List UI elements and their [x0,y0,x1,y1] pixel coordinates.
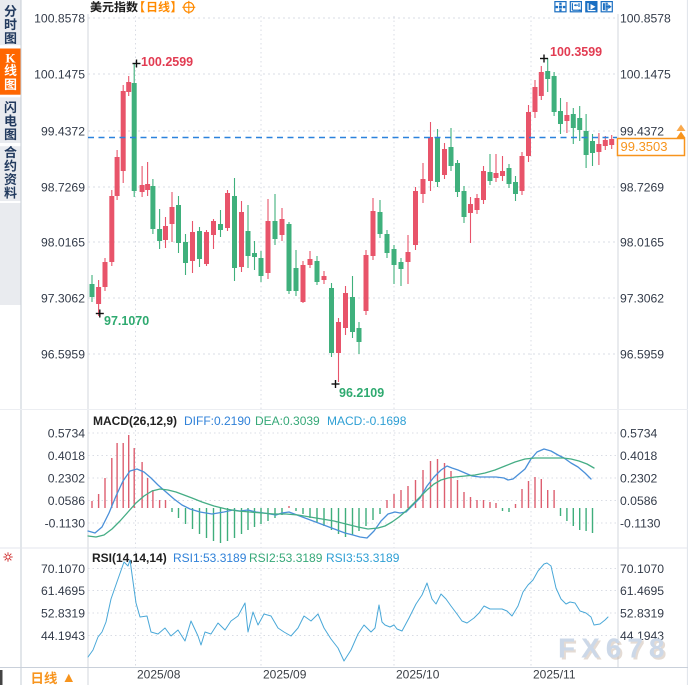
svg-text:0.0586: 0.0586 [620,494,657,508]
svg-text:0.4018: 0.4018 [620,449,657,463]
svg-text:0.0586: 0.0586 [48,494,85,508]
svg-text:100.3599: 100.3599 [550,45,602,59]
svg-text:52.8319: 52.8319 [41,607,85,621]
svg-text:97.3062: 97.3062 [41,292,85,306]
svg-text:70.1070: 70.1070 [41,562,85,576]
svg-text:DEA:0.3039: DEA:0.3039 [255,414,320,428]
svg-text:DIFF:0.2190: DIFF:0.2190 [184,414,251,428]
svg-text:96.5959: 96.5959 [41,348,85,362]
svg-text:100.1475: 100.1475 [620,68,671,82]
svg-text:44.1943: 44.1943 [41,629,85,643]
svg-text:52.8319: 52.8319 [620,607,664,621]
svg-text:98.7269: 98.7269 [620,181,664,195]
svg-text:70.1070: 70.1070 [620,562,664,576]
svg-text:97.1070: 97.1070 [104,314,149,328]
svg-text:61.4695: 61.4695 [620,584,664,598]
svg-text:2025/09: 2025/09 [263,668,307,682]
svg-text:-0.1130: -0.1130 [45,517,86,531]
svg-text:MACD(26,12,9): MACD(26,12,9) [93,414,177,428]
svg-text:K: K [5,51,16,66]
svg-text:0.5734: 0.5734 [48,427,85,441]
svg-text:44.1943: 44.1943 [620,629,664,643]
svg-text:2025/11: 2025/11 [533,668,576,682]
svg-text:MACD:-0.1698: MACD:-0.1698 [327,414,407,428]
svg-text:96.2109: 96.2109 [339,386,384,400]
svg-text:100.8578: 100.8578 [620,12,671,26]
svg-text:0.5734: 0.5734 [620,427,657,441]
svg-text:RSI2:53.3189: RSI2:53.3189 [249,551,323,565]
svg-text:2025/10: 2025/10 [396,668,440,682]
svg-text:100.8578: 100.8578 [34,12,85,26]
svg-text:99.3503: 99.3503 [621,139,668,154]
svg-text:98.7269: 98.7269 [41,181,85,195]
svg-text:0.2302: 0.2302 [620,472,657,486]
svg-text:RSI1:53.3189: RSI1:53.3189 [173,551,247,565]
svg-text:99.4372: 99.4372 [41,125,85,139]
svg-text:RSI(14,14,14): RSI(14,14,14) [92,551,167,565]
svg-text:98.0165: 98.0165 [41,236,85,250]
svg-text:99.4372: 99.4372 [620,125,664,139]
svg-text:0.2302: 0.2302 [48,472,85,486]
svg-text:61.4695: 61.4695 [41,584,85,598]
svg-text:98.0165: 98.0165 [620,236,664,250]
svg-text:97.3062: 97.3062 [620,292,664,306]
svg-text:100.2599: 100.2599 [141,55,193,69]
svg-text:2025/08: 2025/08 [137,668,181,682]
svg-text:FX678: FX678 [560,635,673,666]
svg-text:100.1475: 100.1475 [34,68,85,82]
svg-text:RSI3:53.3189: RSI3:53.3189 [326,551,400,565]
svg-text:FX678: FX678 [558,633,671,664]
svg-text:-0.1130: -0.1130 [620,517,661,531]
svg-text:96.5959: 96.5959 [620,348,664,362]
svg-text:0.4018: 0.4018 [48,449,85,463]
